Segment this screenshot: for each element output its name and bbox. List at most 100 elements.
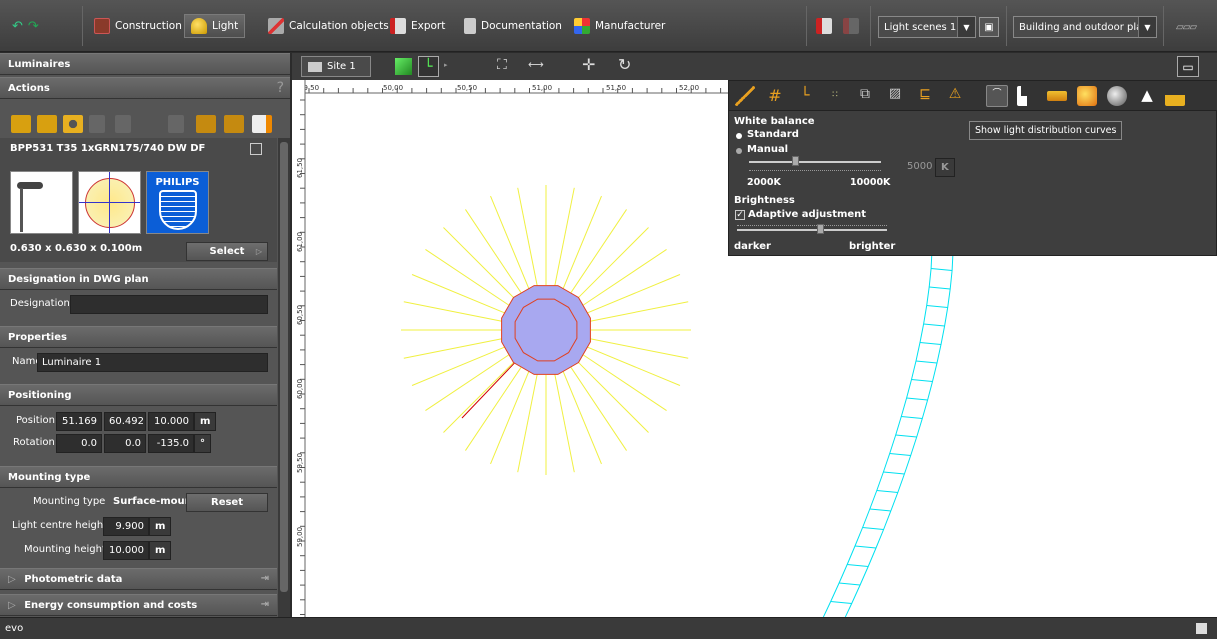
- save-icon[interactable]: [1196, 623, 1207, 634]
- light-ray: [577, 227, 649, 299]
- name-label: Name: [12, 356, 42, 367]
- pathway-segment: [839, 582, 861, 586]
- layout-grid-icon[interactable]: ▱▱▱: [1176, 22, 1197, 33]
- view-menu-icon[interactable]: ▸: [444, 61, 448, 69]
- mounting-height-input[interactable]: 10.000: [103, 541, 149, 560]
- pan-icon[interactable]: ✛: [582, 55, 596, 74]
- light-scenes-dropdown[interactable]: Light scenes 1 ▼: [878, 16, 976, 38]
- designation-input[interactable]: [70, 295, 268, 314]
- action-rotate-back-icon[interactable]: [224, 115, 244, 133]
- action-tool-icon[interactable]: [168, 115, 184, 133]
- menu-documentation[interactable]: Documentation: [458, 14, 568, 38]
- pathway-segment: [895, 434, 917, 438]
- action-rotate-icon[interactable]: [196, 115, 216, 133]
- luminaire-inner-outline: [514, 298, 578, 362]
- luminaire-symbol[interactable]: [501, 285, 591, 375]
- action-line-icon[interactable]: [37, 115, 57, 133]
- light-ray: [517, 187, 538, 286]
- position-x-input[interactable]: 51.169: [56, 412, 102, 431]
- menu-manufacturer[interactable]: Manufacturer: [568, 14, 671, 38]
- measure-icon[interactable]: ⟷: [528, 58, 544, 71]
- product-details-icon[interactable]: [250, 143, 262, 155]
- light-distribution-curves-icon[interactable]: ⌒: [986, 85, 1008, 107]
- action-circle-icon[interactable]: [63, 115, 83, 133]
- expand-icon: ▷: [8, 600, 16, 611]
- rotation-y-input[interactable]: 0.0: [104, 434, 146, 453]
- floor-plan-view-icon[interactable]: └: [418, 56, 439, 77]
- rotation-x-input[interactable]: 0.0: [56, 434, 102, 453]
- undo-redo-group[interactable]: ↶ ↷: [6, 14, 45, 38]
- popup-toolbar: # └ ∷ ⧉ ▨ ⊑ ⚠ ⌒ ▲: [729, 81, 1217, 111]
- cone-icon[interactable]: ▲: [1141, 86, 1153, 104]
- temperature-value[interactable]: 5000: [907, 161, 933, 172]
- reset-button[interactable]: Reset: [186, 493, 268, 512]
- left-panel-scrollbar[interactable]: [278, 138, 290, 618]
- 3d-view-icon[interactable]: [395, 58, 412, 75]
- material-icon[interactable]: [1107, 86, 1127, 106]
- energy-consumption-header[interactable]: ▷ Energy consumption and costs ⇥: [0, 594, 277, 616]
- ruler-left-label-5: 59,00: [296, 527, 304, 547]
- rotation-unit: °: [194, 434, 211, 453]
- name-input[interactable]: Luminaire 1: [37, 353, 268, 372]
- layers-icon[interactable]: ⧉: [860, 86, 870, 102]
- standard-radio[interactable]: [736, 133, 742, 139]
- manual-radio[interactable]: [736, 148, 742, 154]
- ruler-top-label-2: 50,50: [457, 84, 477, 92]
- pathway-segment: [876, 490, 898, 493]
- floor-icon[interactable]: [1017, 86, 1037, 106]
- redo-icon[interactable]: ↷: [27, 18, 39, 34]
- stairs-icon[interactable]: [1165, 86, 1185, 106]
- action-array-icon[interactable]: [89, 115, 105, 133]
- photometric-data-header[interactable]: ▷ Photometric data ⇥: [0, 568, 277, 590]
- position-z-input[interactable]: 10.000: [148, 412, 194, 431]
- light-centre-height-input[interactable]: 9.900: [103, 517, 149, 536]
- scrollbar-thumb[interactable]: [280, 142, 288, 592]
- temperature-slider-track[interactable]: [749, 161, 881, 163]
- pin-icon[interactable]: ⇥: [260, 599, 269, 610]
- ceiling-icon[interactable]: [1047, 91, 1067, 101]
- light-ray: [590, 338, 689, 359]
- menu-export[interactable]: Export: [384, 14, 451, 38]
- action-point-icon[interactable]: [115, 115, 131, 133]
- status-bar: evo: [0, 617, 1217, 639]
- rotate-view-icon[interactable]: ↻: [618, 55, 632, 74]
- luminaire-outline-icon[interactable]: ⚠: [948, 86, 962, 102]
- light-centre-height-label: Light centre height: [12, 520, 108, 531]
- points-icon[interactable]: ∷: [832, 90, 838, 100]
- action-export-icon[interactable]: [252, 115, 272, 133]
- light-color-icon[interactable]: [1077, 86, 1097, 106]
- action-add-icon[interactable]: [11, 115, 31, 133]
- isolines-icon[interactable]: ▨: [888, 86, 902, 101]
- menu-calculation-objects[interactable]: Calculation objects: [262, 14, 395, 38]
- temperature-slider-knob[interactable]: [792, 156, 800, 166]
- display-options-icon[interactable]: ▭: [1177, 56, 1199, 77]
- pin-icon[interactable]: ⇥: [260, 573, 269, 584]
- menu-construction[interactable]: Construction: [88, 14, 188, 38]
- brightness-slider-knob[interactable]: [816, 224, 824, 234]
- zoom-extents-icon[interactable]: ⛶: [497, 57, 507, 73]
- menu-light[interactable]: Light: [184, 14, 246, 38]
- position-y-input[interactable]: 60.492: [104, 412, 146, 431]
- select-button[interactable]: Select ▷: [186, 242, 268, 261]
- adaptive-adjustment-checkbox[interactable]: ✓: [735, 210, 745, 220]
- pathway-segment: [919, 342, 942, 345]
- room-outline-icon[interactable]: └: [800, 86, 810, 104]
- pathway-segment: [862, 527, 884, 530]
- mounting-type-header: Mounting type: [0, 466, 277, 488]
- rotation-z-input[interactable]: -135.0: [148, 434, 194, 453]
- designation-header: Designation in DWG plan: [0, 268, 277, 290]
- render-stop-icon[interactable]: [843, 18, 859, 34]
- project-type-dropdown[interactable]: Building and outdoor pla... ▼: [1013, 16, 1157, 38]
- help-icon[interactable]: ?: [276, 80, 284, 96]
- furniture-icon[interactable]: ⊑: [919, 86, 931, 102]
- properties-header: Properties: [0, 326, 277, 348]
- mounting-height-label: Mounting height: [24, 544, 106, 555]
- light-scene-settings-icon[interactable]: ▣: [979, 17, 999, 37]
- brightness-slider-track[interactable]: [737, 229, 887, 231]
- site-tab[interactable]: Site 1: [301, 56, 371, 77]
- light-ray: [583, 249, 667, 306]
- grid-icon[interactable]: #: [768, 86, 782, 105]
- undo-icon[interactable]: ↶: [12, 18, 23, 34]
- line-tool-icon[interactable]: [735, 86, 755, 106]
- render-icon[interactable]: [816, 18, 832, 34]
